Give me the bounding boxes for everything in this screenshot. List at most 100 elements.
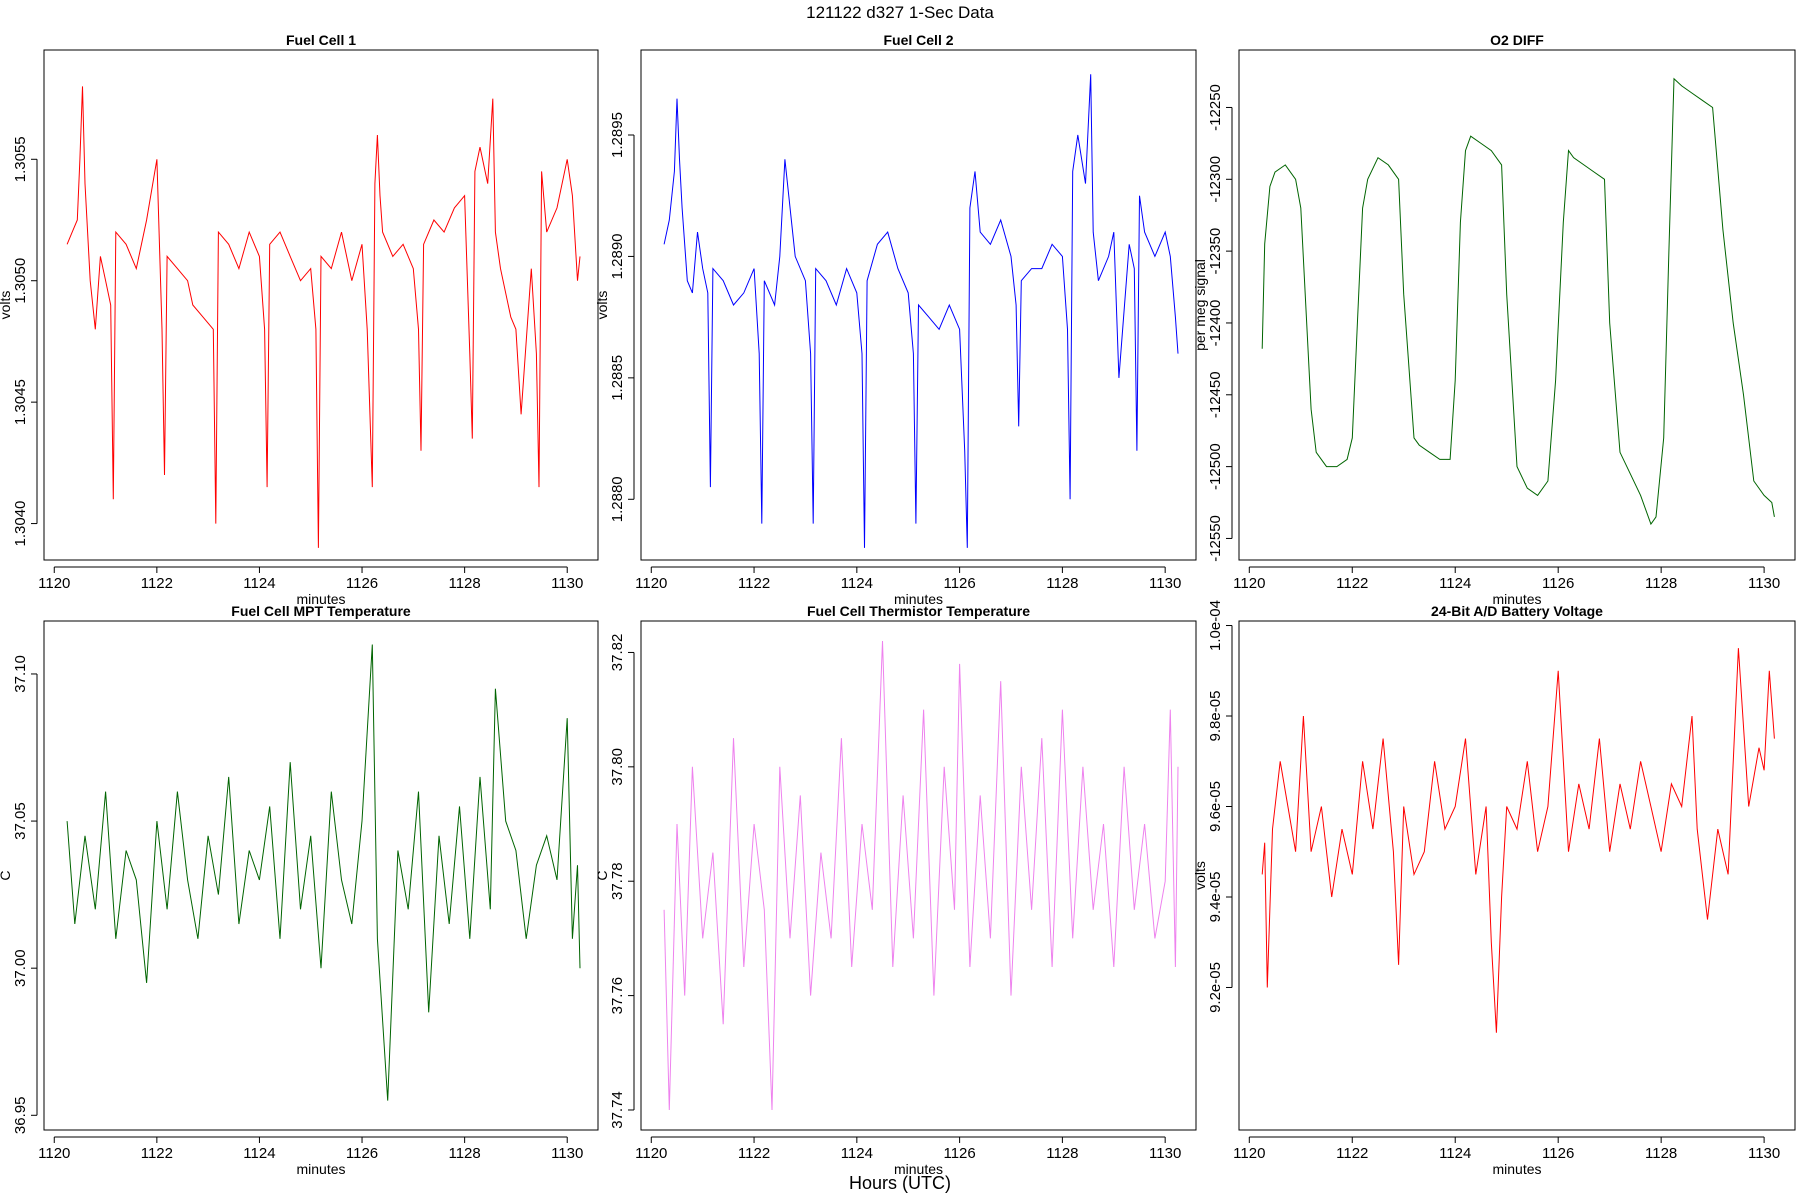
- x-tick-label: 1120: [38, 1145, 70, 1162]
- x-tick-label: 1122: [738, 575, 770, 592]
- y-tick-label: -12250: [1207, 84, 1224, 131]
- y-tick-label: 1.3050: [12, 258, 29, 304]
- y-axis-label: volts: [1192, 861, 1208, 890]
- y-axis-label: per meg signal: [1192, 259, 1208, 351]
- x-axis-label: minutes: [894, 591, 943, 607]
- y-tick-label: 37.82: [609, 634, 626, 672]
- x-tick-label: 1126: [1542, 575, 1574, 592]
- series-line: [663, 74, 1179, 548]
- chart-title: 24-Bit A/D Battery Voltage: [1431, 603, 1603, 619]
- plot-frame: [1238, 49, 1796, 561]
- chart-title: Fuel Cell 2: [883, 32, 953, 48]
- y-tick-label: 9.8e-05: [1207, 691, 1224, 742]
- y-tick-label: 1.0e-04: [1207, 600, 1224, 651]
- x-tick-label: 1122: [738, 1145, 770, 1162]
- x-tick-label: 1128: [1645, 1145, 1677, 1162]
- series-line: [1261, 77, 1775, 526]
- y-tick-label: 37.05: [12, 802, 29, 840]
- x-tick-label: 1120: [635, 575, 667, 592]
- x-tick-label: 1128: [448, 575, 480, 592]
- y-tick-label: 1.2885: [609, 355, 626, 401]
- x-tick-label: 1126: [943, 575, 975, 592]
- x-tick-label: 1122: [141, 1145, 173, 1162]
- x-tick-label: 1128: [448, 1145, 480, 1162]
- x-axis-label: minutes: [296, 1161, 345, 1177]
- x-tick-label: 1126: [1542, 1145, 1574, 1162]
- x-tick-label: 1130: [1748, 575, 1780, 592]
- y-tick-label: -12500: [1207, 443, 1224, 490]
- x-axis-label: minutes: [894, 1161, 943, 1177]
- y-tick-label: 9.4e-05: [1207, 872, 1224, 923]
- y-tick-label: -12300: [1207, 156, 1224, 203]
- chart-panel-4: Fuel Cell MPT Temperature 1120 1122 1124 112…: [0, 603, 599, 1177]
- x-axis-label: minutes: [1492, 591, 1541, 607]
- x-tick-label: 1130: [1149, 1145, 1181, 1162]
- y-tick-label: 1.3040: [12, 501, 29, 547]
- chart-panel-3: O2 DIFF 1120 1122 1124 1126 1128 1130 minutes -1…: [1192, 32, 1796, 607]
- x-tick-label: 1128: [1645, 575, 1677, 592]
- x-tick-label: 1120: [635, 1145, 667, 1162]
- x-tick-label: 1124: [1439, 1145, 1471, 1162]
- x-tick-label: 1126: [943, 1145, 975, 1162]
- y-axis-label: volts: [594, 291, 610, 320]
- y-tick-label: -12550: [1207, 515, 1224, 562]
- x-tick-label: 1122: [141, 575, 173, 592]
- x-tick-label: 1120: [38, 575, 70, 592]
- x-tick-label: 1124: [841, 575, 873, 592]
- chart-title: Fuel Cell MPT Temperature: [231, 603, 411, 619]
- x-tick-label: 1128: [1046, 575, 1078, 592]
- x-tick-label: 1124: [243, 575, 275, 592]
- y-tick-label: 9.6e-05: [1207, 781, 1224, 832]
- x-tick-label: 1130: [1149, 575, 1181, 592]
- chart-title: Fuel Cell 1: [286, 32, 356, 48]
- x-tick-label: 1120: [1233, 1145, 1265, 1162]
- y-axis-label: C: [594, 870, 610, 880]
- x-axis-label: minutes: [296, 591, 345, 607]
- x-tick-label: 1122: [1336, 575, 1368, 592]
- plot-frame: [43, 49, 599, 561]
- x-tick-label: 1126: [346, 575, 378, 592]
- chart-panel-1: Fuel Cell 1 1120 1122 1124 1126 1128 1130 minut…: [0, 32, 599, 607]
- y-tick-label: 37.00: [12, 949, 29, 987]
- x-tick-label: 1124: [1439, 575, 1471, 592]
- y-tick-label: 1.2890: [609, 233, 626, 279]
- y-tick-label: 37.76: [609, 977, 626, 1015]
- plot-frame: [640, 49, 1197, 561]
- x-tick-label: 1120: [1233, 575, 1265, 592]
- y-tick-label: 37.78: [609, 862, 626, 900]
- y-tick-label: -12450: [1207, 371, 1224, 418]
- figure-title: 121122 d327 1-Sec Data: [806, 3, 994, 22]
- y-tick-label: 9.2e-05: [1207, 962, 1224, 1013]
- x-tick-label: 1126: [346, 1145, 378, 1162]
- x-tick-label: 1122: [1336, 1145, 1368, 1162]
- y-tick-label: -12400: [1207, 300, 1224, 347]
- y-tick-label: 1.3055: [12, 136, 29, 182]
- y-tick-label: 1.2895: [609, 112, 626, 158]
- x-tick-label: 1128: [1046, 1145, 1078, 1162]
- chart-panel-5: Fuel Cell Thermistor Temperature 1120 1122…: [594, 603, 1197, 1177]
- series-line: [1261, 648, 1775, 1033]
- y-axis-label: volts: [0, 291, 13, 320]
- chart-title: O2 DIFF: [1490, 32, 1544, 48]
- y-tick-label: 37.74: [609, 1091, 626, 1129]
- y-tick-label: -12350: [1207, 228, 1224, 275]
- plot-frame: [640, 620, 1197, 1131]
- x-tick-label: 1130: [1748, 1145, 1780, 1162]
- y-tick-label: 37.80: [609, 748, 626, 786]
- y-tick-label: 1.3045: [12, 379, 29, 425]
- x-tick-label: 1124: [841, 1145, 873, 1162]
- series-line: [66, 86, 581, 548]
- x-axis-label: minutes: [1492, 1161, 1541, 1177]
- chart-panel-6: 24-Bit A/D Battery Voltage 1120 1122 1124 11…: [1192, 600, 1796, 1177]
- y-tick-label: 1.2880: [609, 476, 626, 522]
- x-tick-label: 1124: [243, 1145, 275, 1162]
- y-axis-label: C: [0, 870, 13, 880]
- chart-title: Fuel Cell Thermistor Temperature: [807, 603, 1030, 619]
- plot-frame: [1238, 620, 1796, 1131]
- y-tick-label: 37.10: [12, 655, 29, 693]
- figure-xlabel: Hours (UTC): [849, 1173, 951, 1193]
- x-tick-label: 1130: [551, 575, 583, 592]
- series-line: [663, 640, 1179, 1111]
